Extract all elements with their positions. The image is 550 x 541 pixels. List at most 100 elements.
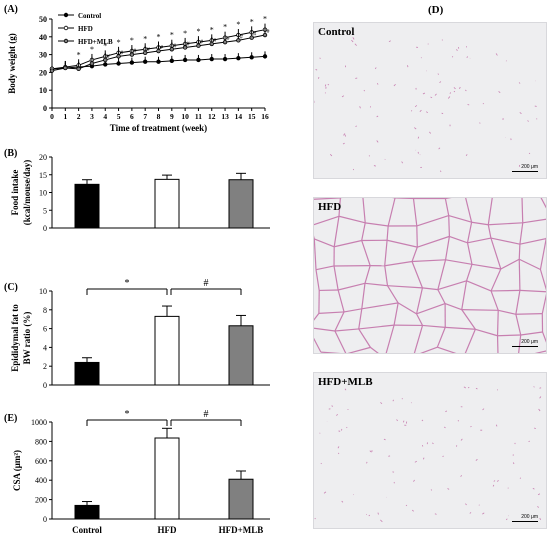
adipocyte-membrane bbox=[386, 225, 389, 241]
y-tick-label: 20 bbox=[39, 153, 47, 162]
tissue-fleck bbox=[324, 84, 327, 87]
adipocyte-membrane bbox=[386, 285, 399, 304]
x-tick-label: 14 bbox=[235, 112, 243, 121]
adipocyte-membrane bbox=[436, 327, 446, 348]
data-point bbox=[236, 55, 241, 61]
data-point bbox=[182, 57, 188, 63]
legend-label: Control bbox=[78, 12, 101, 20]
data-point bbox=[156, 59, 161, 64]
data-point bbox=[249, 55, 254, 60]
tissue-fleck bbox=[412, 509, 414, 512]
significance-hash: # bbox=[213, 38, 216, 44]
adipocyte-membrane bbox=[413, 325, 424, 353]
micrograph-label: HFD bbox=[318, 201, 342, 213]
data-point bbox=[196, 57, 201, 63]
adipocyte-membrane bbox=[320, 351, 341, 353]
adipocyte-membrane bbox=[333, 216, 340, 247]
y-tick-label: 200 bbox=[35, 496, 47, 505]
tissue-fleck bbox=[421, 419, 424, 422]
tissue-fleck bbox=[414, 127, 417, 130]
panel-a-letter: (A) bbox=[4, 4, 18, 15]
legend-label: HFD+MLB bbox=[78, 38, 113, 46]
adipocyte-membrane bbox=[541, 293, 546, 314]
adipocyte-membrane bbox=[384, 265, 389, 286]
tissue-fleck bbox=[432, 442, 434, 445]
data-point bbox=[196, 43, 201, 48]
tissue-fleck bbox=[439, 81, 442, 84]
adipocyte-membrane bbox=[534, 350, 546, 353]
y-tick-label: 1000 bbox=[31, 418, 47, 427]
tissue-fleck bbox=[460, 475, 463, 477]
adipocyte-membrane bbox=[338, 215, 366, 224]
data-point bbox=[103, 62, 108, 67]
tissue-fleck bbox=[430, 96, 433, 99]
tissue-fleck bbox=[460, 438, 463, 441]
adipocyte-membrane bbox=[314, 327, 335, 332]
significance-star: * bbox=[125, 409, 130, 420]
data-point bbox=[182, 45, 188, 50]
data-point bbox=[209, 41, 214, 47]
tissue-fleck bbox=[505, 518, 508, 521]
y-tick-label: 0 bbox=[43, 381, 47, 390]
adipocyte-membrane bbox=[437, 280, 467, 291]
adipocyte-membrane bbox=[487, 198, 493, 225]
adipocyte-membrane bbox=[540, 198, 546, 209]
tissue-fleck bbox=[422, 92, 426, 95]
adipocyte-membrane bbox=[464, 329, 476, 353]
category-label: HFD+MLB bbox=[219, 525, 264, 535]
tissue-fleck bbox=[449, 92, 452, 94]
tissue-fleck bbox=[479, 122, 481, 124]
tissue-fleck bbox=[493, 480, 496, 482]
adipocyte-membrane bbox=[411, 246, 418, 262]
adipocyte-membrane bbox=[387, 198, 396, 227]
adipocyte-membrane bbox=[487, 224, 492, 239]
adipocyte-membrane bbox=[520, 331, 543, 336]
tissue-fleck bbox=[376, 83, 379, 85]
y-tick-label: 6 bbox=[43, 325, 47, 334]
x-tick-label: 15 bbox=[248, 112, 256, 121]
tissue-fleck bbox=[453, 87, 456, 90]
tissue-fleck bbox=[492, 484, 495, 487]
significance-hash: # bbox=[204, 409, 209, 420]
adipocyte-membrane bbox=[444, 198, 450, 216]
tissue-fleck bbox=[434, 93, 437, 96]
x-tick-label: 1 bbox=[63, 112, 67, 121]
micrograph-hfd-mlb: HFD+MLB 200 μm bbox=[313, 372, 547, 529]
x-tick-label: 10 bbox=[181, 112, 189, 121]
micrograph-hfd-mlb-texture bbox=[314, 386, 542, 523]
tissue-fleck bbox=[414, 105, 418, 108]
tissue-fleck bbox=[465, 503, 467, 506]
adipocyte-membrane bbox=[466, 242, 473, 265]
x-axis-label: Time of treatment (week) bbox=[110, 123, 207, 133]
y-tick-label: 600 bbox=[35, 457, 47, 466]
adipocyte-membrane bbox=[415, 287, 424, 314]
tissue-fleck bbox=[434, 513, 437, 515]
bar-hfd bbox=[154, 437, 180, 520]
significance-star: * bbox=[125, 278, 130, 289]
tissue-fleck bbox=[475, 387, 478, 390]
y-axis-label: CSA (μm²) bbox=[12, 450, 22, 491]
y-tick-label: 40 bbox=[39, 33, 47, 42]
significance-star: * bbox=[157, 32, 161, 41]
tissue-fleck bbox=[327, 83, 330, 86]
adipocyte-membrane bbox=[412, 198, 418, 226]
adipocyte-membrane bbox=[539, 269, 546, 291]
tissue-fleck bbox=[337, 446, 340, 449]
tissue-fleck bbox=[363, 89, 365, 92]
tissue-fleck bbox=[519, 477, 521, 479]
tissue-fleck bbox=[377, 512, 379, 515]
adipocyte-membrane bbox=[490, 290, 499, 311]
adipocyte-membrane bbox=[461, 309, 499, 311]
tissue-fleck bbox=[440, 170, 442, 173]
significance-star: * bbox=[210, 25, 214, 34]
bar-hfd-mlb bbox=[228, 478, 254, 520]
tissue-fleck bbox=[402, 420, 405, 423]
tissue-fleck bbox=[426, 111, 428, 114]
adipocyte-membrane bbox=[314, 337, 322, 353]
bar-hfd bbox=[154, 178, 180, 229]
legend-marker bbox=[63, 25, 69, 31]
tissue-fleck bbox=[388, 40, 391, 43]
significance-star: * bbox=[90, 45, 94, 54]
